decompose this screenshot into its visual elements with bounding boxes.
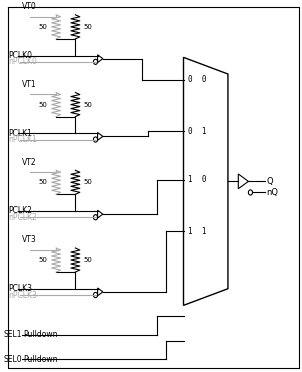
Text: PCLK1: PCLK1	[8, 129, 32, 138]
Text: VT3: VT3	[22, 235, 37, 244]
Text: VT1: VT1	[22, 80, 37, 89]
Text: nPCLK0: nPCLK0	[8, 57, 37, 66]
Text: Pulldown: Pulldown	[24, 355, 58, 363]
Text: 50: 50	[83, 179, 92, 185]
Text: 50: 50	[38, 24, 47, 30]
Text: Pulldown: Pulldown	[24, 330, 58, 340]
Text: SEL1: SEL1	[4, 330, 22, 340]
Text: VT2: VT2	[22, 158, 37, 167]
Text: nQ: nQ	[266, 188, 278, 197]
Text: VT0: VT0	[22, 2, 37, 11]
Text: 0  1: 0 1	[188, 127, 207, 136]
Circle shape	[93, 137, 98, 142]
Text: 1  1: 1 1	[188, 227, 207, 236]
Text: 50: 50	[83, 102, 92, 108]
Text: 50: 50	[83, 257, 92, 263]
Text: 0  0: 0 0	[188, 75, 207, 84]
Text: SEL0: SEL0	[3, 355, 22, 363]
Text: 50: 50	[38, 257, 47, 263]
Text: 50: 50	[83, 24, 92, 30]
Circle shape	[248, 190, 252, 195]
Text: nPCLK2: nPCLK2	[8, 213, 37, 222]
Text: PCLK2: PCLK2	[8, 206, 32, 215]
Circle shape	[93, 215, 98, 220]
Text: PCLK3: PCLK3	[8, 284, 32, 293]
Text: 50: 50	[38, 102, 47, 108]
Text: 1  0: 1 0	[188, 175, 207, 184]
Circle shape	[93, 59, 98, 64]
Text: Q: Q	[266, 177, 273, 186]
Text: nPCLK1: nPCLK1	[8, 135, 37, 144]
Circle shape	[93, 292, 98, 298]
Text: PCLK0: PCLK0	[8, 51, 32, 60]
Text: nPCLK3: nPCLK3	[8, 291, 37, 299]
Text: 50: 50	[38, 179, 47, 185]
